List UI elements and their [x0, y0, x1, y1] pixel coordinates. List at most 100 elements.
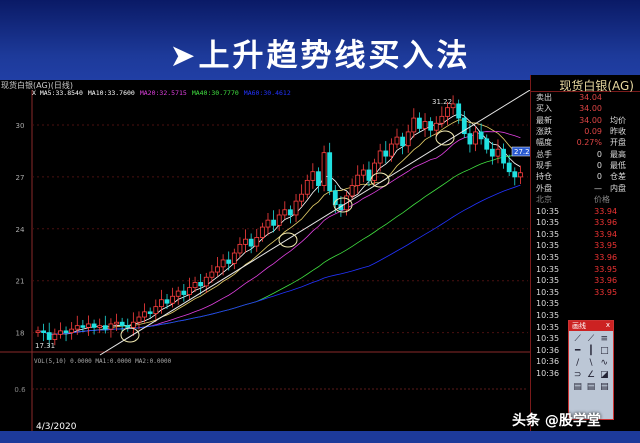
tick-row: 10:35 33.96	[531, 252, 640, 264]
tick-time: 10:35	[536, 299, 560, 309]
candle-body	[394, 136, 400, 145]
candle-body	[215, 266, 220, 273]
draw-tool-icon[interactable]: ⟋	[587, 334, 595, 344]
candle-body	[35, 330, 41, 333]
quote-key-2: 内盘	[610, 183, 626, 193]
draw-tool-icon[interactable]: /	[576, 358, 580, 368]
tick-row: 10:35	[531, 298, 640, 310]
tick-price: 33.94	[594, 206, 618, 216]
tick-time: 10:36	[536, 345, 560, 355]
candle-body	[209, 271, 215, 278]
candle-body	[63, 330, 69, 333]
y-tick-label: 27	[16, 174, 25, 182]
quote-row: 卖出 34.04	[531, 92, 640, 103]
candle-body	[248, 238, 254, 247]
quote-key-2: 仓差	[610, 172, 626, 182]
touch-point-circle	[333, 197, 353, 213]
draw-tool-icon[interactable]: ≡	[600, 334, 609, 344]
touch-point-circle	[435, 130, 455, 146]
touch-point-circle	[120, 327, 140, 343]
candle-body	[501, 148, 506, 164]
candle-body	[164, 299, 170, 304]
candle-body	[175, 290, 181, 297]
draw-tool-icon[interactable]: ∠	[586, 370, 596, 380]
tick-row: 10:35 33.95	[531, 240, 640, 252]
slide-title: ➤上升趋势线买入法	[169, 38, 471, 74]
uptrend-line	[99, 89, 530, 356]
candle-body	[74, 325, 80, 330]
quote-value: 0.09	[584, 127, 602, 137]
date-label: 4/3/2020	[36, 422, 77, 432]
candle-body	[506, 162, 512, 173]
draw-tool-icon[interactable]: \	[589, 358, 593, 368]
candle-body	[450, 103, 456, 109]
quote-value: 34.00	[579, 115, 602, 125]
quote-key: 涨跌	[536, 127, 552, 137]
quote-key-2: 最高	[610, 149, 626, 159]
candle-body	[41, 330, 47, 333]
tick-row: 10:35	[531, 310, 640, 322]
tick-row: 10:35 33.94	[531, 228, 640, 240]
draw-tool-icon[interactable]: ▤	[600, 382, 609, 392]
quote-value: 34.00	[579, 104, 602, 114]
tick-time: 10:35	[536, 334, 560, 344]
tick-row: 10:36	[531, 356, 640, 368]
quote-key-2: 开盘	[610, 138, 626, 148]
tick-time: 10:35	[536, 322, 560, 332]
tick-time: 10:36	[536, 357, 560, 367]
draw-line-toolbox[interactable]: 画线 x ⟋ ⟋ ≡ ━ ┃ □ / \ ∿ ⊃ ∠ ◪ ▤ ▤ ▤	[568, 320, 614, 420]
draw-tool-icon[interactable]: ━	[574, 346, 581, 356]
tick-row: 10:35 33.96	[531, 217, 640, 229]
quote-row: 持仓 0 仓差	[531, 171, 640, 182]
candle-body	[372, 162, 377, 181]
draw-tool-icon[interactable]: ⊃	[573, 370, 582, 380]
quote-key-2: 最低	[610, 160, 626, 170]
candle-body	[428, 121, 434, 131]
tick-header: 北京 价格	[531, 194, 640, 206]
candle-body	[170, 295, 176, 304]
tick-time: 10:35	[536, 206, 560, 216]
candle-body	[80, 325, 86, 328]
tick-time: 10:35	[536, 276, 560, 286]
tick-time: 10:35	[536, 264, 560, 274]
candle-body	[366, 169, 372, 181]
slide-banner: ➤上升趋势线买入法	[0, 0, 640, 80]
tick-time: 10:35	[536, 229, 560, 239]
ma-legend-item: MA10:33.7600	[87, 89, 135, 97]
candle-body	[512, 171, 518, 178]
tick-time: 10:35	[536, 310, 560, 320]
tick-row: 10:35 33.96	[531, 275, 640, 287]
candle-body	[293, 200, 299, 216]
candle-body	[388, 143, 394, 157]
candle-body	[69, 328, 75, 333]
draw-tool-icon[interactable]: ◪	[600, 370, 609, 380]
toolbox-title: 画线	[572, 322, 586, 330]
quote-key: 买入	[536, 104, 552, 114]
candle-body	[58, 330, 63, 335]
tick-row: 10:35 33.94	[531, 205, 640, 217]
footer-bar	[0, 431, 640, 443]
candle-body	[478, 131, 484, 140]
quote-value: 34.04	[579, 93, 602, 103]
candle-body	[46, 332, 52, 340]
draw-tool-icon[interactable]: ⟋	[574, 334, 581, 344]
toolbox-close-button[interactable]: x	[605, 321, 610, 329]
tick-row: 10:35 33.95	[531, 263, 640, 275]
candle-body	[417, 117, 422, 129]
draw-tool-icon[interactable]: □	[600, 346, 609, 356]
candle-body	[91, 323, 97, 328]
draw-tool-icon[interactable]: ▤	[573, 382, 582, 392]
draw-tool-icon[interactable]: ┃	[588, 346, 594, 356]
quote-key: 现手	[536, 160, 552, 170]
y-tick-label: 21	[16, 278, 25, 286]
candle-body	[226, 259, 232, 264]
candle-body	[271, 219, 276, 226]
candle-body	[327, 152, 333, 192]
candle-body	[259, 226, 265, 238]
draw-tool-icon[interactable]: ▤	[586, 382, 596, 392]
candle-body	[473, 131, 478, 145]
kline-chart[interactable]: 18 21 24 27 30 0.6 VOL(5,10) 0.0000 MA1:0.0000…	[0, 80, 530, 432]
candle-body	[125, 325, 131, 328]
draw-tool-icon[interactable]: ∿	[600, 358, 609, 368]
volume-tick-label: 0.6	[14, 386, 26, 394]
